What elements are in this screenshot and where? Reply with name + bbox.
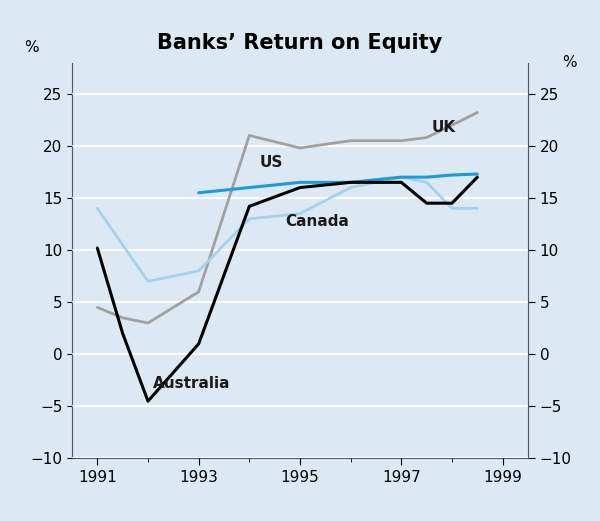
Text: UK: UK	[432, 120, 456, 135]
Title: Banks’ Return on Equity: Banks’ Return on Equity	[157, 33, 443, 53]
Text: Australia: Australia	[153, 376, 230, 391]
Text: Canada: Canada	[285, 214, 349, 229]
Y-axis label: %: %	[562, 55, 577, 70]
Y-axis label: %: %	[23, 40, 38, 55]
Text: US: US	[259, 155, 283, 170]
